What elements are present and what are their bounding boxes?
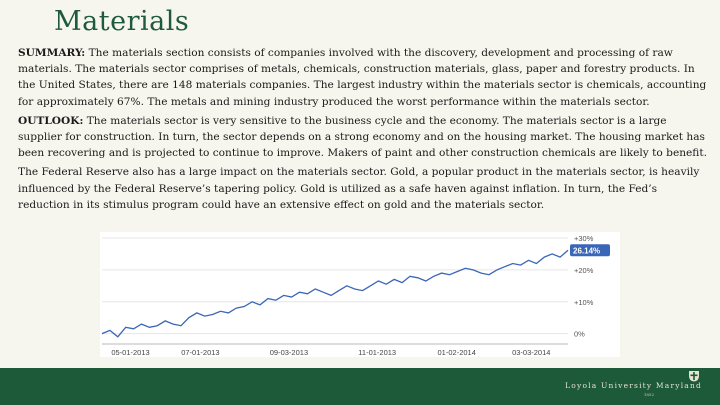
footer-bar: Loyola University Maryland 1852	[0, 368, 720, 405]
outlook-text: The materials sector is very sensitive t…	[18, 114, 707, 160]
y-tick-label: 0%	[574, 330, 585, 339]
crest-icon	[689, 371, 699, 382]
outlook-label: OUTLOOK:	[18, 114, 84, 127]
x-tick-label: 03-03-2014	[512, 348, 550, 357]
body-text: SUMMARY: The materials section consists …	[18, 45, 708, 216]
summary-text: The materials section consists of compan…	[18, 47, 707, 108]
y-tick-label: +30%	[574, 234, 594, 243]
x-tick-label: 09-03-2013	[270, 348, 308, 357]
x-tick-label: 05-01-2013	[111, 348, 149, 357]
summary-label: SUMMARY:	[18, 47, 86, 59]
x-tick-label: 07-01-2013	[181, 348, 219, 357]
x-tick-label: 11-01-2013	[358, 348, 396, 357]
founded-year: 1852	[643, 392, 654, 397]
series-line	[101, 249, 569, 338]
fed-paragraph: The Federal Reserve also has a large imp…	[18, 166, 700, 211]
x-tick-label: 01-02-2014	[438, 348, 476, 357]
chart-svg: +30% +20% +10% 0% 26.14% 05-01-2013 07-01-2013…	[100, 232, 620, 357]
summary-paragraph: SUMMARY: The materials section consists …	[18, 45, 708, 110]
last-value-badge	[570, 244, 610, 257]
y-tick-label: +20%	[574, 266, 594, 275]
slide-title: Materials	[54, 6, 190, 37]
last-value-label: 26.14%	[573, 246, 600, 255]
y-tick-label: +10%	[574, 298, 594, 307]
university-name: Loyola University Maryland	[565, 381, 702, 390]
chart-background	[100, 232, 620, 357]
performance-chart: +30% +20% +10% 0% 26.14% 05-01-2013 07-01-2013…	[100, 232, 620, 357]
outlook-paragraph: OUTLOOK: The materials sector is very se…	[18, 113, 708, 162]
